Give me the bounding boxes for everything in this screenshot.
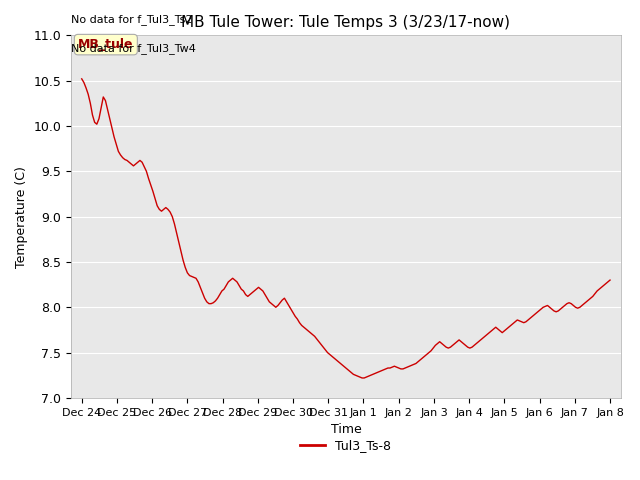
- Legend: Tul3_Ts-8: Tul3_Ts-8: [296, 434, 396, 457]
- Text: No data for f_Tul3_Ts2: No data for f_Tul3_Ts2: [71, 14, 193, 25]
- Text: MB_tule: MB_tule: [78, 38, 134, 51]
- Y-axis label: Temperature (C): Temperature (C): [15, 166, 28, 267]
- Title: MB Tule Tower: Tule Temps 3 (3/23/17-now): MB Tule Tower: Tule Temps 3 (3/23/17-now…: [181, 15, 510, 30]
- X-axis label: Time: Time: [330, 423, 361, 436]
- Text: No data for f_Tul3_Tw4: No data for f_Tul3_Tw4: [71, 43, 196, 54]
